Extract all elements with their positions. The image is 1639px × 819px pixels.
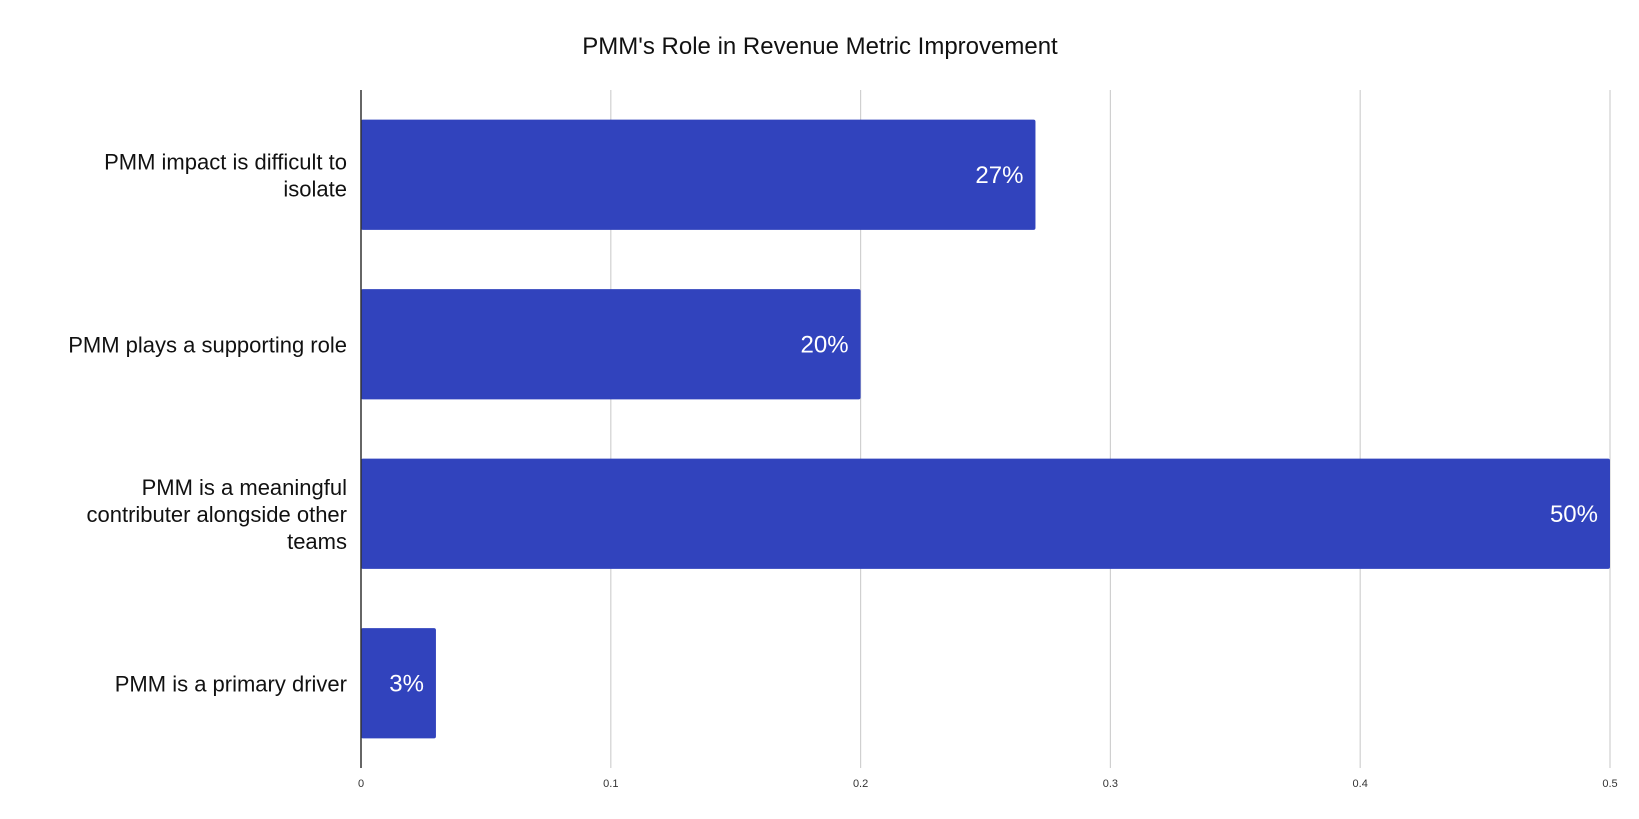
bar-data-label: 20% xyxy=(801,331,849,358)
x-tick-label: 0.3 xyxy=(1103,778,1118,790)
category-label-line: PMM is a meaningful xyxy=(142,475,347,500)
category-label: PMM is a primary driver xyxy=(115,671,347,696)
x-tick-label: 0.5 xyxy=(1602,778,1617,790)
bar xyxy=(361,289,861,400)
chart-title: PMM's Role in Revenue Metric Improvement xyxy=(582,33,1058,60)
bar-data-label: 50% xyxy=(1550,501,1598,528)
category-label-line: contributer alongside other xyxy=(87,502,348,527)
category-label-line: teams xyxy=(287,529,347,554)
bars: 27% 20% 50% 3% xyxy=(361,119,1610,739)
bar xyxy=(361,628,436,739)
category-labels: PMM impact is difficult to isolate PMM pla… xyxy=(68,149,347,696)
x-tick-label: 0.4 xyxy=(1353,778,1368,790)
category-label-line: isolate xyxy=(283,176,347,201)
category-label-line: PMM impact is difficult to xyxy=(104,149,347,174)
x-tick-label: 0.2 xyxy=(853,778,868,790)
x-tick-label: 0.1 xyxy=(603,778,618,790)
x-tick-label: 0 xyxy=(358,778,364,790)
category-label: PMM impact is difficult to isolate xyxy=(104,149,347,201)
bar xyxy=(361,119,1036,230)
category-label: PMM plays a supporting role xyxy=(68,332,347,357)
category-label-line: PMM plays a supporting role xyxy=(68,332,347,357)
bar-data-label: 3% xyxy=(389,670,424,697)
bar-data-label: 27% xyxy=(975,162,1023,189)
bar xyxy=(361,458,1610,569)
category-label: PMM is a meaningful contributer alongside… xyxy=(87,475,348,554)
category-label-line: PMM is a primary driver xyxy=(115,671,347,696)
x-axis-ticks: 0 0.1 0.2 0.3 0.4 0.5 xyxy=(358,778,1618,790)
